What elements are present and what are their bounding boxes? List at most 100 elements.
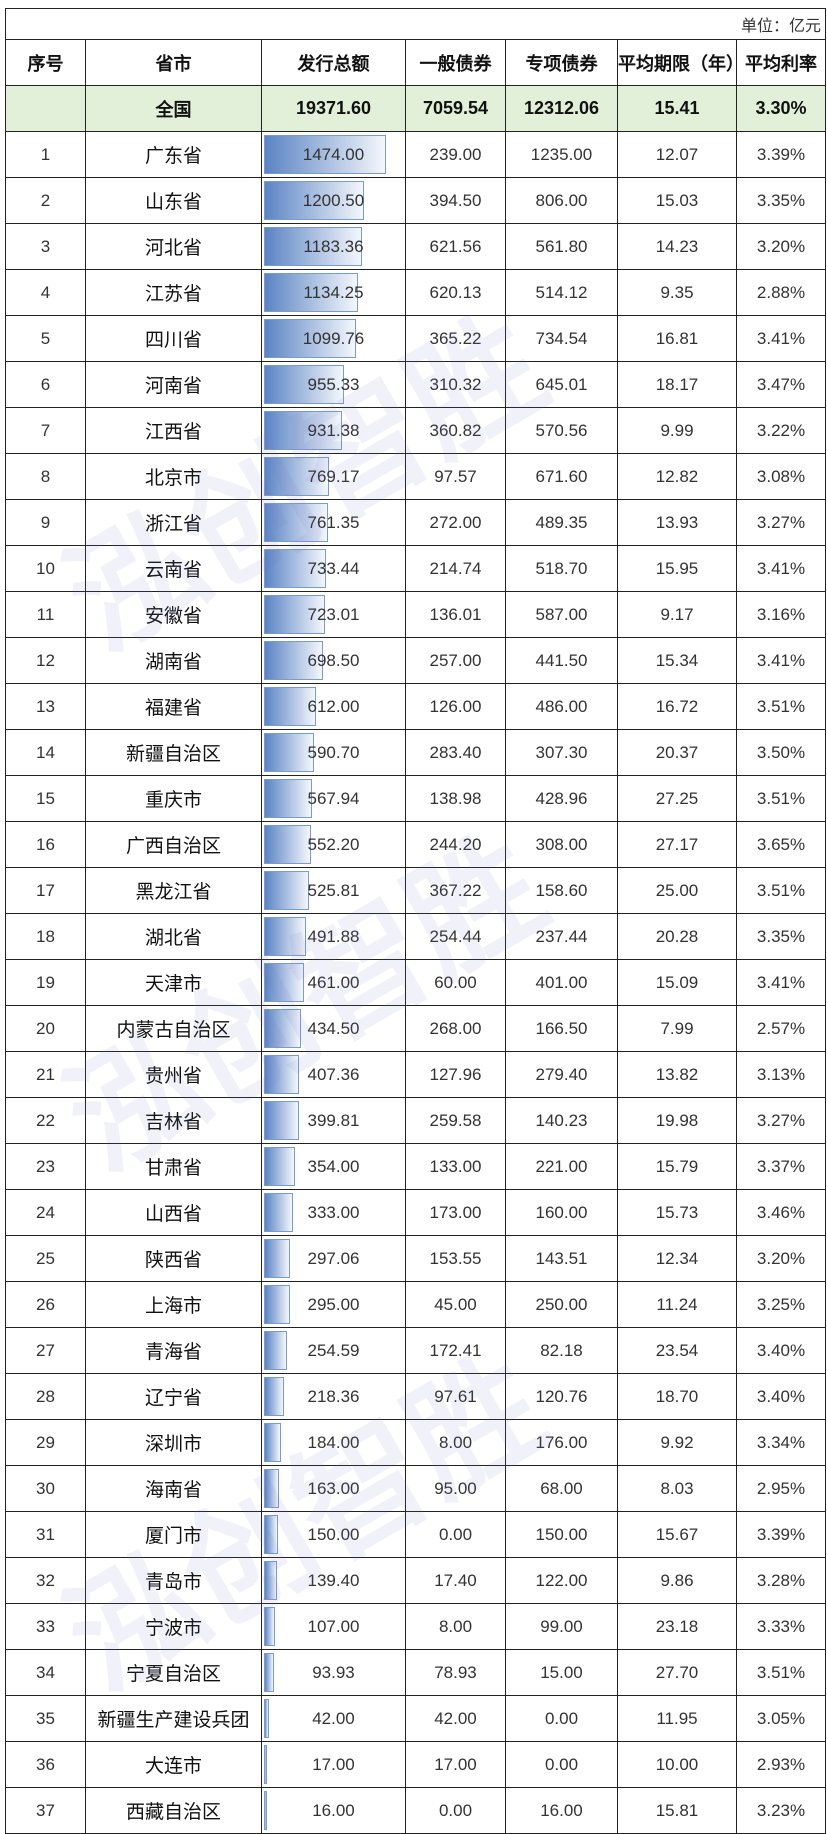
table-row: 32 青岛市 139.40 17.40 122.00 9.86 3.28% <box>5 1557 827 1604</box>
cell-total: 525.81 <box>261 867 406 914</box>
cell-general: 360.82 <box>405 407 506 454</box>
cell-name: 大连市 <box>85 1741 262 1788</box>
cell-special: 82.18 <box>505 1327 618 1374</box>
cell-rate: 3.50% <box>735 729 827 776</box>
data-bar <box>264 641 323 680</box>
cell-total-value: 218.36 <box>307 1386 360 1406</box>
cell-term: 15.09 <box>617 959 737 1006</box>
cell-total-value: 567.94 <box>307 788 360 808</box>
data-bar <box>264 917 307 956</box>
cell-term: 14.23 <box>617 223 737 270</box>
cell-term: 12.34 <box>617 1235 737 1282</box>
cell-rate: 3.33% <box>735 1603 827 1650</box>
data-bar <box>264 687 316 726</box>
cell-special: 150.00 <box>505 1511 618 1558</box>
cell-rate: 3.46% <box>735 1189 827 1236</box>
cell-total: 552.20 <box>261 821 406 868</box>
cell-rate: 3.27% <box>735 1097 827 1144</box>
cell-rate: 2.88% <box>735 269 827 316</box>
cell-name: 甘肃省 <box>85 1143 262 1190</box>
table-row: 29 深圳市 184.00 8.00 176.00 9.92 3.34% <box>5 1419 827 1466</box>
cell-total-value: 1099.76 <box>302 328 365 348</box>
cell-term: 11.24 <box>617 1281 737 1328</box>
cell-name: 宁夏自治区 <box>85 1649 262 1696</box>
data-bar <box>264 1791 268 1830</box>
table-row: 35 新疆生产建设兵团 42.00 42.00 0.00 11.95 3.05% <box>5 1695 827 1742</box>
cell-general: 138.98 <box>405 775 506 822</box>
table-row: 23 甘肃省 354.00 133.00 221.00 15.79 3.37% <box>5 1143 827 1190</box>
cell-rate: 3.39% <box>735 131 827 178</box>
cell-no: 16 <box>5 821 86 868</box>
cell-rate: 3.25% <box>735 1281 827 1328</box>
cell-special: 645.01 <box>505 361 618 408</box>
cell-total: 399.81 <box>261 1097 406 1144</box>
cell-total-value: 931.38 <box>307 420 360 440</box>
cell-name: 上海市 <box>85 1281 262 1328</box>
cell-name: 海南省 <box>85 1465 262 1512</box>
cell-name: 宁波市 <box>85 1603 262 1650</box>
cell-total: 163.00 <box>261 1465 406 1512</box>
cell-term: 10.00 <box>617 1741 737 1788</box>
cell-total: 150.00 <box>261 1511 406 1558</box>
cell-special: 570.56 <box>505 407 618 454</box>
cell-name: 新疆自治区 <box>85 729 262 776</box>
cell-no: 26 <box>5 1281 86 1328</box>
cell-general: 254.44 <box>405 913 506 960</box>
cell-rate: 3.65% <box>735 821 827 868</box>
cell-no: 13 <box>5 683 86 730</box>
data-bar <box>264 1101 299 1140</box>
cell-total: 17.00 <box>261 1741 406 1788</box>
cell-no: 4 <box>5 269 86 316</box>
unit-label: 单位：亿元 <box>4 8 827 40</box>
table-row: 30 海南省 163.00 95.00 68.00 8.03 2.95% <box>5 1465 827 1512</box>
cell-total-value: 733.44 <box>307 558 360 578</box>
cell-special: 15.00 <box>505 1649 618 1696</box>
cell-special: 143.51 <box>505 1235 618 1282</box>
cell-total: 1134.25 <box>261 269 406 316</box>
cell-total: 184.00 <box>261 1419 406 1466</box>
cell-rate: 2.93% <box>735 1741 827 1788</box>
data-bar <box>264 1423 281 1462</box>
cell-name: 安徽省 <box>85 591 262 638</box>
cell-general: 621.56 <box>405 223 506 270</box>
header-rate: 平均利率 <box>735 39 827 86</box>
table-row: 3 河北省 1183.36 621.56 561.80 14.23 3.20% <box>5 223 827 270</box>
cell-total-value: 163.00 <box>307 1478 360 1498</box>
cell-no: 21 <box>5 1051 86 1098</box>
cell-rate: 3.41% <box>735 637 827 684</box>
cell-name: 厦门市 <box>85 1511 262 1558</box>
cell-total-value: 461.00 <box>307 972 360 992</box>
cell-general: 394.50 <box>405 177 506 224</box>
data-bar <box>264 779 313 818</box>
cell-rate: 3.27% <box>735 499 827 546</box>
data-bar <box>264 1653 274 1692</box>
cell-total-value: 1183.36 <box>303 236 364 256</box>
cell-total-value: 761.35 <box>307 512 360 532</box>
data-bar <box>264 963 304 1002</box>
cell-name: 内蒙古自治区 <box>85 1005 262 1052</box>
cell-total-value: 107.00 <box>307 1616 360 1636</box>
data-bar <box>264 1515 279 1554</box>
cell-rate: 3.41% <box>735 315 827 362</box>
table-row: 16 广西自治区 552.20 244.20 308.00 27.17 3.65% <box>5 821 827 868</box>
cell-general: 97.61 <box>405 1373 506 1420</box>
cell-special: 237.44 <box>505 913 618 960</box>
cell-total-value: 93.93 <box>312 1662 355 1682</box>
cell-special: 307.30 <box>505 729 618 776</box>
cell-general: 173.00 <box>405 1189 506 1236</box>
cell-term: 18.17 <box>617 361 737 408</box>
data-bar <box>264 1055 300 1094</box>
cell-general: 8.00 <box>405 1603 506 1650</box>
cell-total-value: 150.00 <box>307 1524 360 1544</box>
cell-special: 441.50 <box>505 637 618 684</box>
cell-total-value: 1200.50 <box>302 190 365 210</box>
cell-special: 514.12 <box>505 269 618 316</box>
cell-total-value: 399.81 <box>307 1110 360 1130</box>
cell-special: 587.00 <box>505 591 618 638</box>
cell-total-value: 434.50 <box>307 1018 360 1038</box>
cell-name: 广东省 <box>85 131 262 178</box>
table-row: 11 安徽省 723.01 136.01 587.00 9.17 3.16% <box>5 591 827 638</box>
cell-no: 31 <box>5 1511 86 1558</box>
cell-rate: 3.37% <box>735 1143 827 1190</box>
cell-term: 12.07 <box>617 131 737 178</box>
